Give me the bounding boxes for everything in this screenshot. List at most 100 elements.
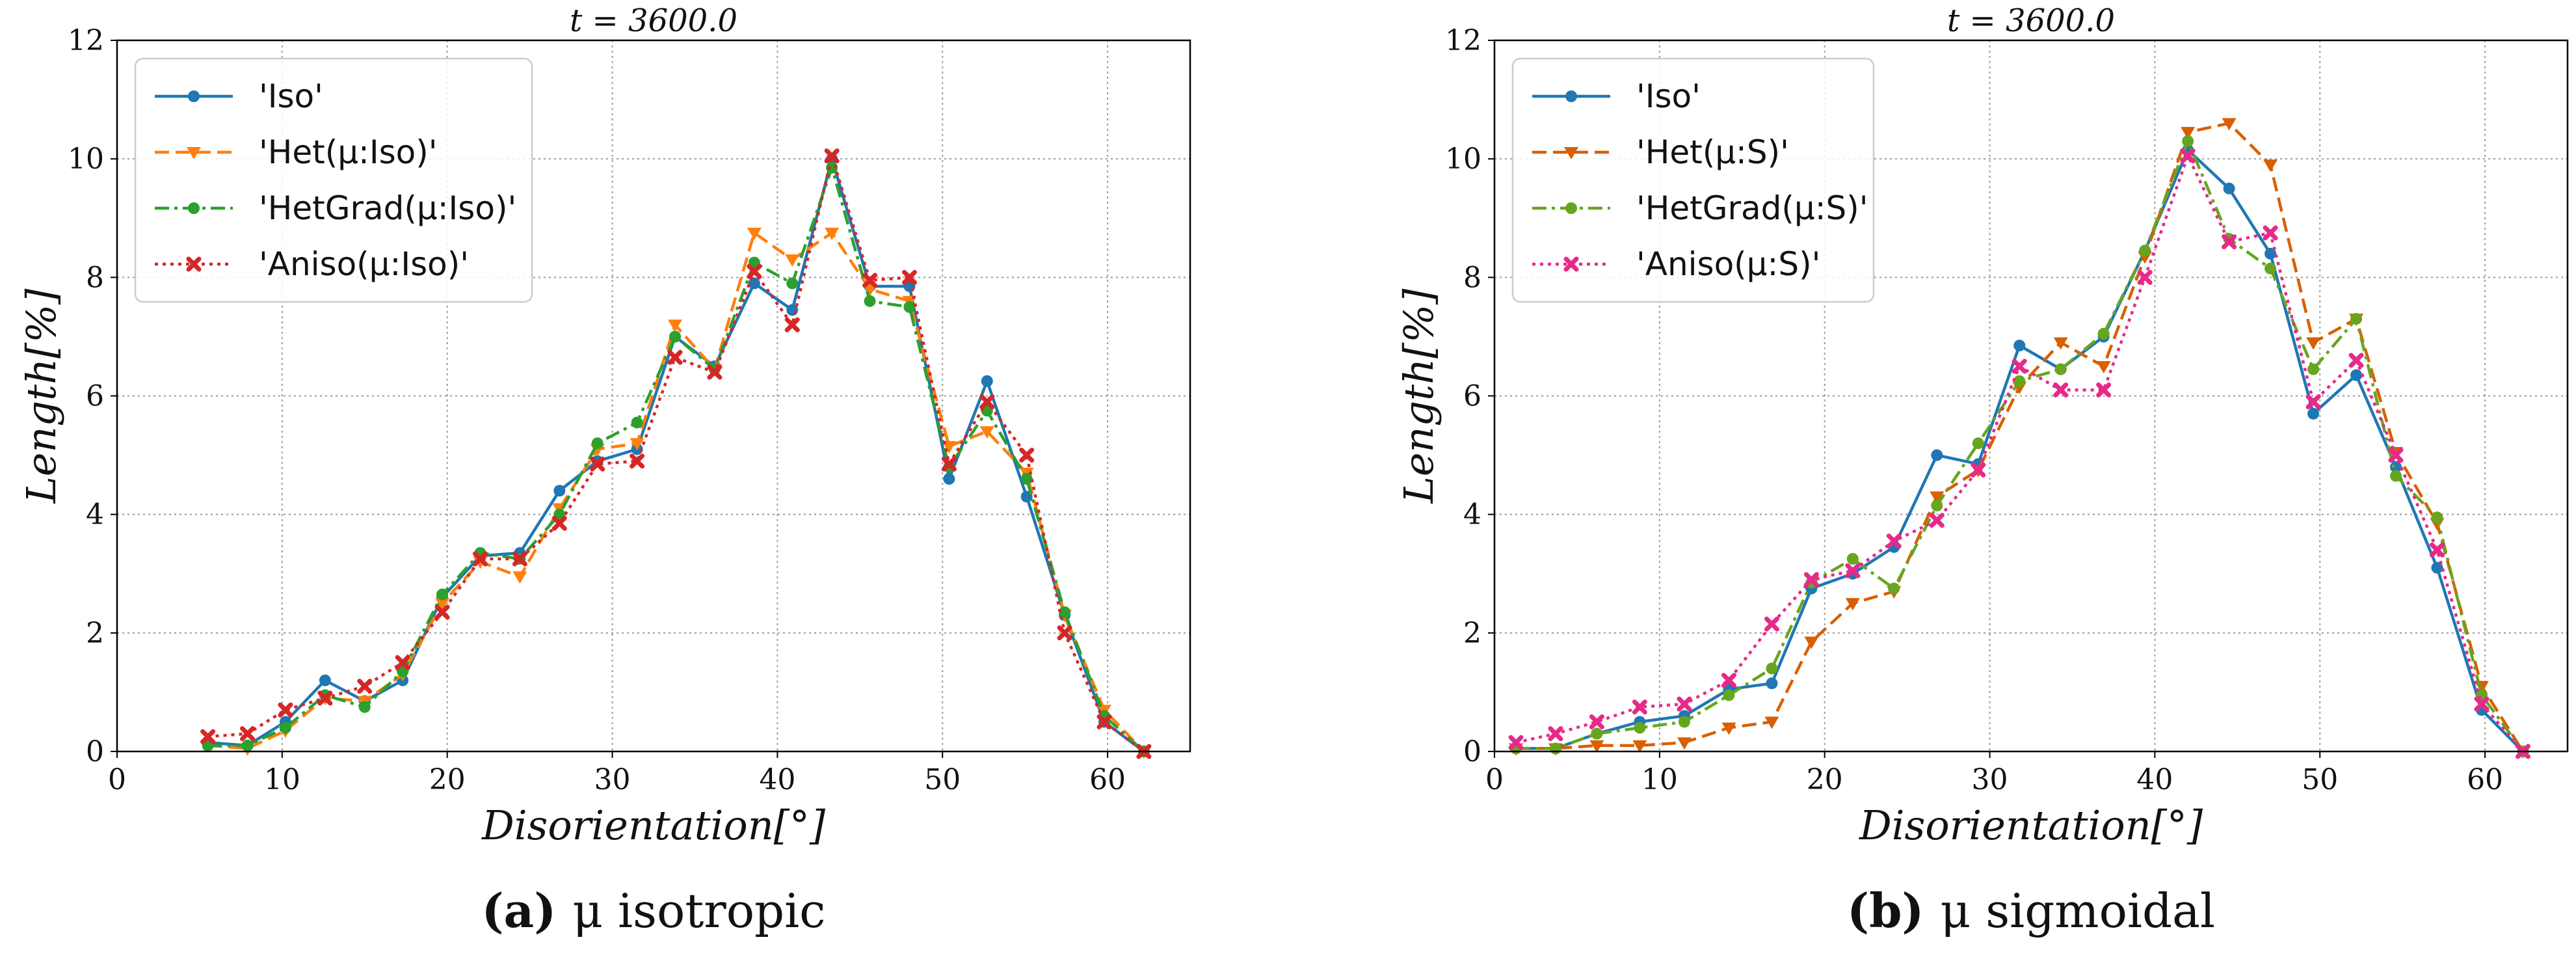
c0-y-axis-label: Length[%] xyxy=(18,288,65,504)
c0-series-3-point xyxy=(434,604,450,620)
c1-series-2-point xyxy=(2054,363,2067,375)
c1-series-3-point xyxy=(1929,513,1945,528)
c1-series-2-point xyxy=(2307,363,2320,375)
c1-series-3-point xyxy=(1508,735,1524,750)
c1-caption-label: (b) xyxy=(1847,883,1941,938)
c0-series-2-point xyxy=(1020,473,1033,485)
chart-panel-sigmoidal: 0 10 20 30 40 50 60 0 2 4 6 8 10 12 t = 3600.0 Disorien… xyxy=(1395,3,2569,938)
c0-x-tick-label: 60 xyxy=(1089,763,1126,796)
c0-series-3-point xyxy=(862,273,878,288)
c0-x-tick-label: 20 xyxy=(429,763,466,796)
c0-x-tick-label: 10 xyxy=(264,763,300,796)
c1-legend-marker-2 xyxy=(1565,202,1577,214)
c1-legend-label-2: 'HetGrad(μ:S)' xyxy=(1636,189,1868,227)
c1-series-3-point xyxy=(2012,358,2027,374)
c0-series-3-point xyxy=(1057,625,1072,641)
c1-series-3-point xyxy=(1548,726,1563,742)
c0-caption-text: μ isotropic xyxy=(572,884,825,938)
c1-series-3-point xyxy=(1677,696,1692,712)
c0-series-2-point xyxy=(669,331,681,343)
c1-series-2-point xyxy=(1678,716,1690,728)
c0-series-3-point xyxy=(630,453,645,469)
c0-axes-frame xyxy=(116,39,1191,753)
c1-series-1-point xyxy=(2096,360,2111,373)
c1-legend-marker-0 xyxy=(1565,90,1577,102)
c1-series-3-point xyxy=(2180,148,2196,164)
c1-legend-label-0: 'Iso' xyxy=(1636,77,1701,115)
c0-series-3-point xyxy=(901,269,917,285)
c1-series-0-point xyxy=(2223,182,2235,195)
c0-series-1-point xyxy=(435,598,450,611)
c0-series-3-point xyxy=(395,655,410,670)
c0-legend-marker-3 xyxy=(186,256,202,272)
c1-series-3-point xyxy=(2348,353,2364,368)
c0-series-3-point xyxy=(979,394,995,410)
c1-series-3-point xyxy=(2429,542,2445,558)
c1-series-3-point xyxy=(1803,572,1819,588)
c1-x-tick-label: 60 xyxy=(2467,763,2503,796)
c0-chart-title: t = 3600.0 xyxy=(570,3,737,39)
c0-series-3-point xyxy=(784,317,800,332)
c1-x-tick-label: 30 xyxy=(1972,763,2008,796)
c1-series-3-point xyxy=(2263,225,2278,241)
c1-series-3-point xyxy=(2096,382,2112,398)
c0-series-1-point xyxy=(512,571,527,584)
c1-series-0-point xyxy=(1931,449,1943,461)
c0-series-3-point xyxy=(512,551,527,567)
c1-series-2-point xyxy=(1634,722,1646,734)
c1-series-2-point xyxy=(2182,135,2194,147)
c1-y-tick-label: 4 xyxy=(1463,498,1481,532)
c0-series-0-point xyxy=(553,485,566,497)
c1-series-3-point xyxy=(1632,699,1647,715)
c0-x-tick-label: 50 xyxy=(924,763,961,796)
c0-series-3-point xyxy=(667,349,683,365)
c0-x-tick-label: 40 xyxy=(759,763,795,796)
c1-caption: (b) μ sigmoidal xyxy=(1847,883,2215,938)
c1-series-3-point xyxy=(2053,382,2069,398)
c0-series-0-point xyxy=(748,277,760,290)
c1-series-2-point xyxy=(2013,375,2026,387)
c0-series-3-point xyxy=(590,456,605,472)
c1-axes-frame xyxy=(1493,39,2569,753)
c0-series-3-point xyxy=(1096,714,1112,729)
c1-series-3-point xyxy=(2388,448,2404,463)
c0-series-1-point xyxy=(747,228,762,241)
c0-legend-marker-1 xyxy=(187,147,201,159)
c0-legend-marker-0 xyxy=(188,90,200,102)
c1-x-tick-label: 50 xyxy=(2302,763,2338,796)
c1-y-tick-label: 8 xyxy=(1463,261,1481,294)
c1-caption-text: μ sigmoidal xyxy=(1941,884,2215,938)
c1-x-tick-label: 40 xyxy=(2136,763,2173,796)
c1-series-1-point xyxy=(2053,337,2068,350)
c0-legend-marker-2 xyxy=(188,202,200,214)
c0-series-0-point xyxy=(943,473,955,485)
c0-series-2-point xyxy=(279,722,291,734)
c0-series-3-point xyxy=(941,456,957,472)
c1-series-1-point xyxy=(1930,491,1945,504)
c0-legend-label-1: 'Het(μ:Iso)' xyxy=(259,133,438,171)
c0-series-1-point xyxy=(825,228,840,241)
c1-y-tick-label: 12 xyxy=(1445,24,1481,57)
c0-legend-box xyxy=(134,57,533,303)
c1-series-3-point xyxy=(2305,394,2321,410)
c1-series-2-point xyxy=(1931,500,1943,512)
c1-series-3-point xyxy=(2222,234,2237,250)
c0-series-2-point xyxy=(786,277,799,290)
c1-y-tick-label: 6 xyxy=(1463,380,1481,413)
c0-series-1-point xyxy=(979,426,994,439)
c0-series-0-point xyxy=(319,674,331,686)
c0-series-2-point xyxy=(358,701,371,713)
c1-x-tick-label: 20 xyxy=(1807,763,1843,796)
c0-series-3-point xyxy=(472,551,488,567)
c0-x-tick-label: 0 xyxy=(108,763,126,796)
c0-y-tick-label: 2 xyxy=(86,617,104,650)
c1-series-0-point xyxy=(2264,247,2277,260)
c0-legend-label-3: 'Aniso(μ:Iso)' xyxy=(259,245,469,283)
c1-series-1-point xyxy=(1845,598,1860,611)
c1-series-1-point xyxy=(2263,159,2278,172)
c1-legend-marker-1 xyxy=(1564,147,1578,159)
c0-series-3-point xyxy=(551,515,567,531)
c1-x-tick-label: 0 xyxy=(1485,763,1504,796)
c0-series-1-point xyxy=(668,319,682,332)
